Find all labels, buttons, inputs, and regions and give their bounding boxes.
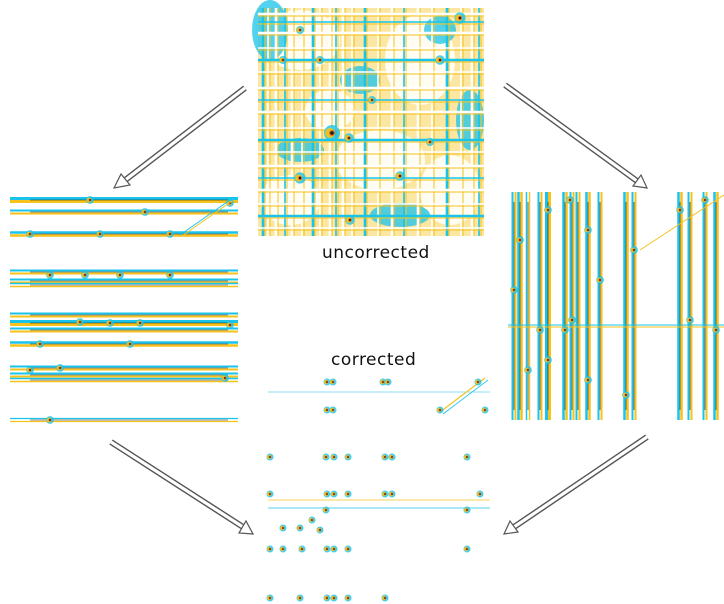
- row-corrected-spectrum-panel: [10, 196, 238, 424]
- column-corrected-spectrum-panel: [508, 192, 724, 420]
- arrow-uncorrected-to-row-corrected: [112, 85, 247, 189]
- fully-corrected-spectrum-panel: [266, 377, 490, 602]
- arrow-row-corrected-to-fully-corrected: [109, 439, 255, 535]
- arrow-uncorrected-to-column-corrected: [503, 82, 649, 189]
- uncorrected-spectrum-panel: [252, 0, 484, 236]
- uncorrected-label: uncorrected: [322, 243, 430, 263]
- arrow-column-corrected-to-fully-corrected: [502, 434, 649, 535]
- corrected-label: corrected: [331, 350, 417, 370]
